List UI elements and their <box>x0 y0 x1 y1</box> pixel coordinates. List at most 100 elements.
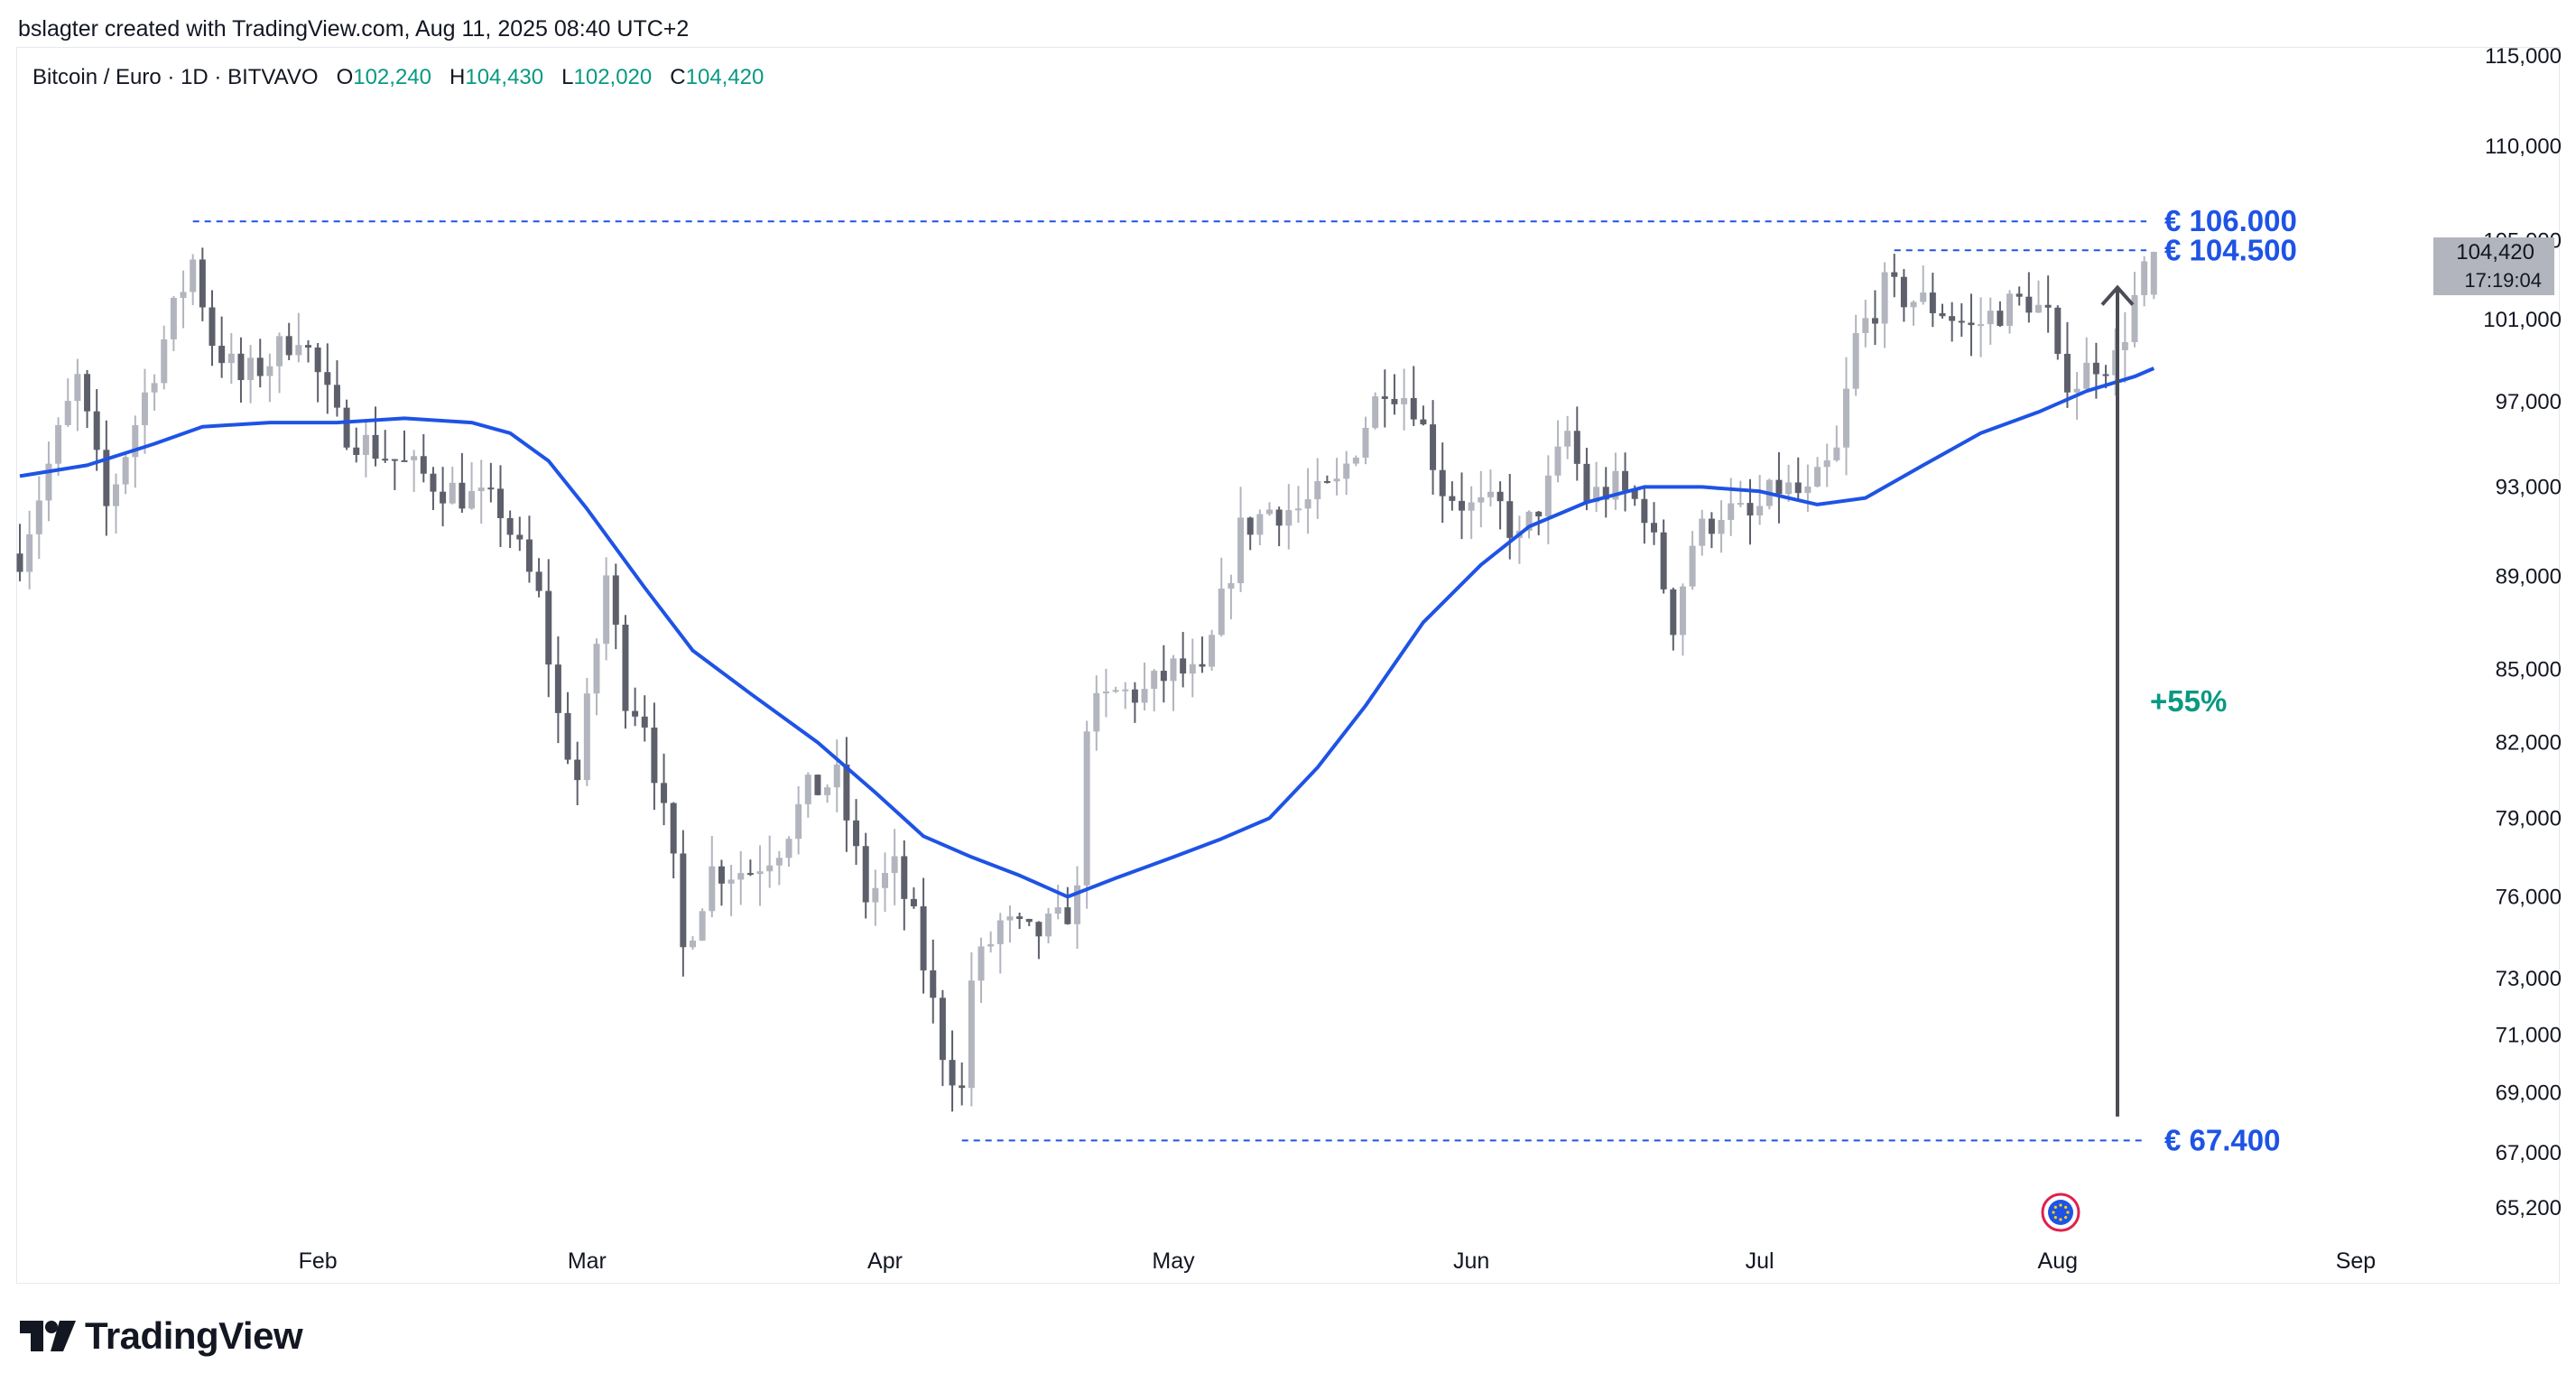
candle-body <box>1612 470 1619 500</box>
close-label: C <box>670 65 686 89</box>
candle-body <box>1025 918 1033 923</box>
candle-body <box>1112 690 1119 692</box>
candle-body <box>74 374 81 402</box>
candle-body <box>2073 388 2080 393</box>
candle-body <box>2025 296 2033 313</box>
candle-body <box>1544 475 1552 517</box>
candle-body <box>1554 446 1561 476</box>
candle-body <box>1689 545 1696 587</box>
candle-body <box>64 401 71 425</box>
candle-body <box>1314 480 1321 500</box>
candle-body <box>45 463 52 501</box>
change-arrow-head-icon <box>2100 284 2135 306</box>
candle-body <box>1670 589 1677 636</box>
candle-body <box>1189 664 1196 674</box>
y-tick-label: 69,000 <box>2496 1081 2562 1106</box>
y-tick-label: 93,000 <box>2496 475 2562 499</box>
candle-body <box>218 346 226 364</box>
current-price-value: 104,420 <box>2456 240 2534 264</box>
candle-body <box>1573 431 1580 464</box>
candle-body <box>199 259 206 308</box>
candle-body <box>583 693 590 781</box>
candle-body <box>1045 914 1052 937</box>
candle-body <box>1910 302 1917 308</box>
price-level-label: € 106.000 <box>2164 204 2297 237</box>
candle-body <box>132 424 139 458</box>
candle-body <box>1775 479 1783 495</box>
candle-body <box>554 664 561 713</box>
candle-body <box>2035 304 2042 313</box>
candle-body <box>227 353 235 364</box>
x-tick-label: Apr <box>867 1248 903 1274</box>
candle-body <box>1430 424 1437 470</box>
candle-body <box>651 727 658 784</box>
y-tick-label: 97,000 <box>2496 390 2562 414</box>
high-label: H <box>449 65 466 89</box>
candle-body <box>1737 503 1744 506</box>
event-marker-star <box>2064 1205 2068 1209</box>
candle-body <box>1102 691 1109 694</box>
candle-body <box>1804 486 1812 494</box>
open-label: O <box>336 65 354 89</box>
candle-body <box>1525 511 1533 531</box>
x-tick-label: Jun <box>1453 1248 1489 1274</box>
candle-body <box>746 873 754 876</box>
candle-body <box>420 456 427 474</box>
x-tick-label: Sep <box>2336 1248 2376 1274</box>
candle-body <box>1949 316 1956 321</box>
candle-body <box>1035 922 1042 937</box>
candle-body <box>1372 396 1379 428</box>
candle-body <box>1275 509 1283 526</box>
candle-body <box>516 534 524 540</box>
y-tick-label: 65,200 <box>2496 1196 2562 1220</box>
y-tick-label: 89,000 <box>2496 564 2562 589</box>
candle-body <box>459 482 466 509</box>
y-tick-label: 71,000 <box>2496 1023 2562 1047</box>
candle-body <box>996 920 1004 944</box>
candle-body <box>468 490 476 509</box>
candle-body <box>353 447 360 455</box>
candle-body <box>16 553 23 572</box>
candle-body <box>324 372 331 385</box>
chart-frame[interactable] <box>16 47 2560 1284</box>
candle-body <box>1083 731 1090 886</box>
candle-body <box>775 858 783 866</box>
candle-body <box>305 345 311 348</box>
x-tick-label: Jul <box>1746 1248 1774 1274</box>
candle-body <box>440 491 447 504</box>
tradingview-logo[interactable]: TradingView <box>20 1314 303 1358</box>
candle-body <box>103 450 110 506</box>
candle-body <box>1699 518 1706 546</box>
candle-body <box>1478 496 1485 503</box>
candle-body <box>1660 532 1667 589</box>
candle-body <box>1496 491 1504 502</box>
candle-body <box>1410 397 1417 420</box>
candle-body <box>314 348 321 373</box>
candle-body <box>1006 916 1014 921</box>
candle-body <box>2063 353 2071 393</box>
candle-body <box>333 385 340 408</box>
candle-body <box>718 866 725 884</box>
symbol-label[interactable]: Bitcoin / Euro · 1D · BITVAVO <box>32 65 319 89</box>
candle-body <box>1160 671 1167 682</box>
candle-body <box>2044 304 2052 308</box>
candle-body <box>1631 490 1638 499</box>
candle-body <box>939 998 946 1061</box>
candle-body <box>2054 307 2062 354</box>
candle-body <box>1391 398 1398 404</box>
event-marker-star <box>2053 1216 2057 1220</box>
candle-body <box>804 775 811 804</box>
candle-body <box>641 716 648 728</box>
candle-body <box>622 624 629 711</box>
candle-body <box>1199 664 1206 667</box>
low-value: 102,020 <box>573 65 653 89</box>
candle-body <box>161 339 168 384</box>
y-tick-label: 79,000 <box>2496 806 2562 831</box>
candle-body <box>151 383 158 393</box>
candle-body <box>1304 499 1311 509</box>
candle-body <box>1122 689 1129 691</box>
candle-body <box>574 759 581 781</box>
candle-body <box>1294 508 1302 511</box>
y-tick-label: 101,000 <box>2483 308 2562 332</box>
